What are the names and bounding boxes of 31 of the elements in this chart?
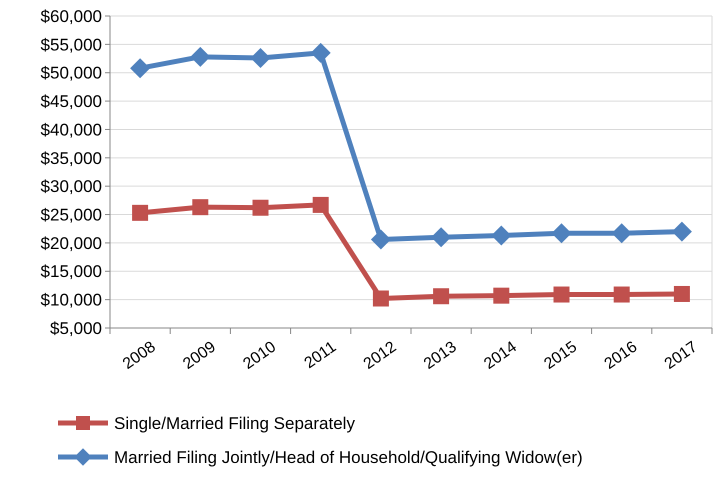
y-tick-label: $50,000 [40,64,102,83]
point [491,226,512,246]
point [433,288,450,304]
point [312,196,329,213]
point [310,42,331,63]
y-tick-label: $30,000 [40,177,102,196]
point [250,48,270,68]
y-tick-label: $35,000 [40,148,102,168]
point [554,286,570,303]
y-tick-label: $40,000 [40,120,102,140]
x-tick-label: 2011 [301,338,340,372]
point [372,290,389,306]
y-tick-label: $15,000 [40,262,102,282]
y-tick-label: $10,000 [40,290,102,310]
point [130,58,150,78]
y-tick-label: $25,000 [40,205,102,224]
legend-label: Single/Married Filing Separately [114,414,356,433]
point [552,223,572,244]
point [192,199,208,216]
legend-label: Married Filing Jointly/Head of Household/Qualifying Widow(er) [114,448,583,467]
y-tick-label: $45,000 [40,92,102,112]
y-tick-label: $20,000 [40,234,102,253]
y-tick-label: $5,000 [50,318,102,338]
point [614,286,630,303]
point [493,288,510,304]
point [370,230,391,250]
point [674,286,690,302]
y-tick-label: $60,000 [40,6,102,26]
point [252,200,268,216]
point [132,204,148,221]
y-tick-label: $55,000 [40,35,102,54]
